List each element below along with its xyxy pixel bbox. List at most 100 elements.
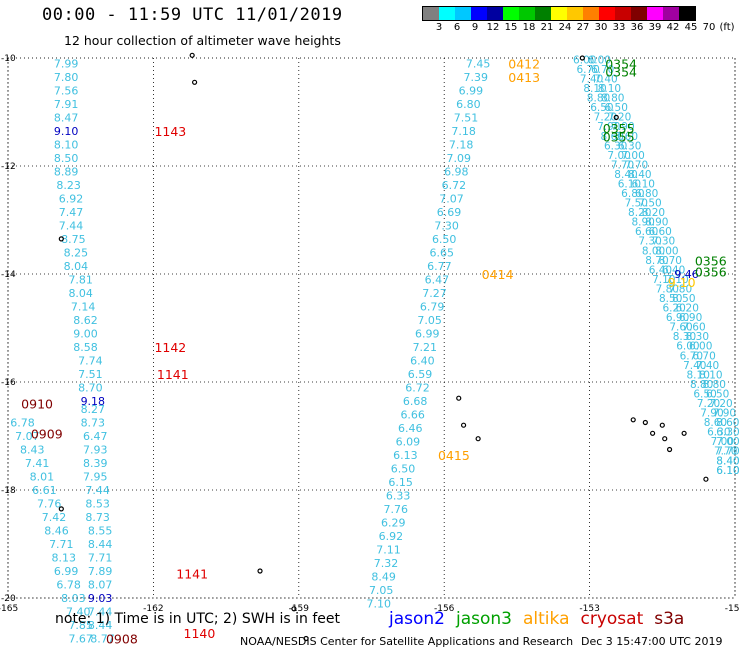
island-marker bbox=[303, 635, 309, 642]
legend-entry-cryosat: cryosat bbox=[580, 609, 644, 629]
colorbar-label: 6 bbox=[453, 22, 461, 33]
colorbar-swatch bbox=[503, 7, 519, 20]
colorbar-label: 45 bbox=[684, 22, 698, 33]
swh-label: 6.99 bbox=[415, 327, 440, 340]
swh-track-label: 6.80 bbox=[635, 188, 658, 200]
swh-track-label: 6.60 bbox=[648, 226, 671, 238]
swh-track-label: 6.80 bbox=[621, 188, 644, 200]
swh-track-label: 8.20 bbox=[642, 207, 665, 219]
time-label: 0355 bbox=[603, 121, 635, 136]
island-marker bbox=[630, 417, 636, 423]
swh-track-label: 8.40 bbox=[614, 169, 637, 181]
time-label: 0412 bbox=[508, 56, 540, 71]
swh-track-label: 6.10 bbox=[632, 178, 655, 190]
island-marker bbox=[189, 52, 195, 58]
time-label: 1140 bbox=[184, 626, 216, 641]
swh-label: 7.07 bbox=[439, 192, 464, 205]
lon-tick-label: -159 bbox=[289, 604, 310, 614]
time-label: 9.10 bbox=[668, 275, 696, 290]
island-marker bbox=[191, 79, 198, 85]
colorbar-swatch bbox=[631, 7, 647, 20]
swh-label: 8.58 bbox=[73, 341, 98, 354]
swh-track-label: 6.90 bbox=[666, 312, 689, 324]
swh-track-label: 8.40 bbox=[716, 455, 739, 467]
time-label: 1142 bbox=[154, 340, 186, 355]
swh-label: 6.68 bbox=[403, 395, 428, 408]
swh-label: 7.07 bbox=[15, 430, 40, 443]
swh-track-label: 7.90 bbox=[700, 408, 723, 420]
swh-track-label: 8.30 bbox=[673, 331, 696, 343]
swh-label: 6.99 bbox=[54, 565, 79, 578]
swh-label: 7.44 bbox=[88, 606, 113, 619]
swh-label: 8.75 bbox=[61, 233, 86, 246]
colorbar-swatch bbox=[567, 7, 583, 20]
swh-track-label: 8.30 bbox=[686, 331, 709, 343]
swh-label: 7.21 bbox=[413, 341, 438, 354]
wave-height-colorbar bbox=[422, 6, 696, 21]
swh-track-label: 8.00 bbox=[655, 245, 678, 257]
swh-track-label: 8.60 bbox=[615, 131, 638, 143]
satellite-legend: jason2 jason3 altika cryosat s3a bbox=[389, 609, 695, 629]
lon-tick-label: -165 bbox=[0, 604, 18, 614]
swh-label: 6.78 bbox=[10, 417, 35, 430]
island-marker bbox=[460, 422, 467, 428]
swh-track-label: 6.50 bbox=[605, 102, 628, 114]
swh-track-label: 8.80 bbox=[601, 93, 624, 105]
swh-label: 9.10 bbox=[54, 125, 79, 138]
swh-label: 6.09 bbox=[396, 435, 421, 448]
lat-tick-label: -16 bbox=[1, 378, 16, 388]
swh-label: 9.46 bbox=[674, 268, 699, 281]
lon-tick-label: -156 bbox=[434, 604, 455, 614]
colorbar-swatch bbox=[615, 7, 631, 20]
swh-label: 7.89 bbox=[88, 565, 113, 578]
swh-label: 8.73 bbox=[81, 417, 106, 430]
swh-label: 7.05 bbox=[417, 314, 442, 327]
swh-track-label: 8.40 bbox=[628, 169, 651, 181]
swh-label: 7.10 bbox=[367, 597, 392, 610]
lat-tick-label: -20 bbox=[1, 594, 16, 604]
swh-label: 7.27 bbox=[422, 287, 447, 300]
swh-label: 9.18 bbox=[81, 395, 106, 408]
swh-track-label: 7.80 bbox=[656, 283, 679, 295]
swh-label: 6.78 bbox=[56, 579, 81, 592]
swh-track-label: 6.30 bbox=[716, 427, 739, 439]
swh-label: 6.65 bbox=[430, 246, 455, 259]
swh-label: 6.46 bbox=[398, 422, 423, 435]
swh-track-label: 7.60 bbox=[682, 322, 705, 334]
colorbar-label: 12 bbox=[486, 22, 500, 33]
swh-track-label: 6.20 bbox=[662, 303, 685, 315]
swh-label: 6.77 bbox=[427, 260, 452, 273]
colorbar-swatch bbox=[679, 7, 695, 20]
swh-label: 7.99 bbox=[54, 57, 79, 70]
swh-track-label: 7.20 bbox=[608, 112, 631, 124]
colorbar-label: 30 bbox=[594, 22, 608, 33]
swh-track-label: 8.90 bbox=[631, 217, 654, 229]
swh-track-label: 7.20 bbox=[594, 112, 617, 124]
swh-track-label: 6.10 bbox=[716, 465, 739, 477]
time-label: 0355 bbox=[603, 129, 635, 144]
swh-label: 7.93 bbox=[83, 444, 108, 457]
swh-track-label: 8.10 bbox=[687, 369, 710, 381]
swh-label: 7.76 bbox=[37, 498, 62, 511]
lat-tick-label: -14 bbox=[1, 270, 16, 280]
swh-track-label: 8.80 bbox=[587, 93, 610, 105]
swh-track-label: 6.20 bbox=[676, 303, 699, 315]
swh-label: 8.70 bbox=[78, 381, 103, 394]
swh-label: 9.00 bbox=[73, 327, 98, 340]
swh-label: 9.03 bbox=[88, 592, 113, 605]
island-marker bbox=[257, 568, 263, 574]
colorbar-label: 39 bbox=[648, 22, 662, 33]
colorbar-swatch bbox=[647, 7, 663, 20]
colorbar-swatch bbox=[663, 7, 679, 20]
swh-label: 7.42 bbox=[42, 511, 67, 524]
swh-track-label: 6.50 bbox=[590, 102, 613, 114]
colorbar-swatch bbox=[471, 7, 487, 20]
swh-label: 8.44 bbox=[88, 619, 113, 632]
swh-label: 6.99 bbox=[459, 84, 484, 97]
time-label: 1141 bbox=[157, 367, 189, 382]
time-label: 0908 bbox=[106, 632, 138, 647]
swh-track-label: 7.20 bbox=[709, 398, 732, 410]
swh-label: 7.18 bbox=[449, 138, 474, 151]
swh-label: 8.10 bbox=[54, 138, 79, 151]
island-marker bbox=[475, 436, 481, 442]
